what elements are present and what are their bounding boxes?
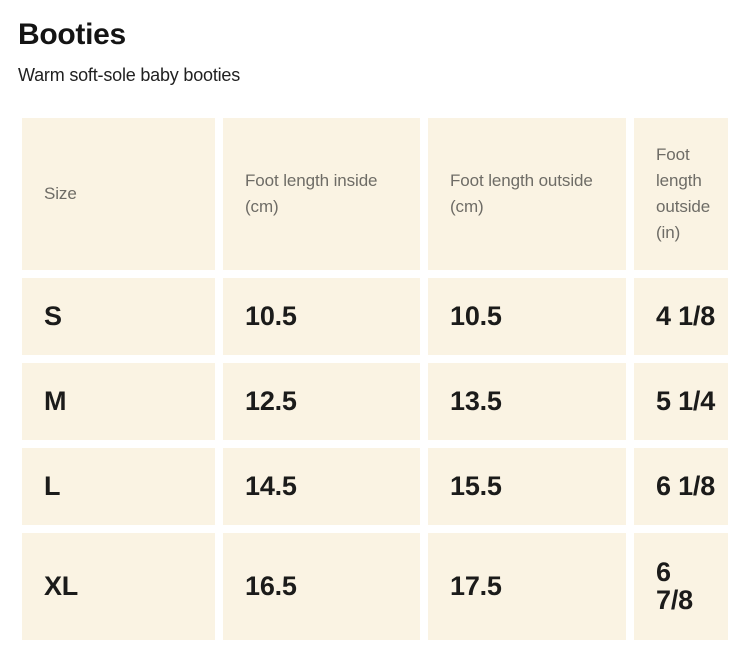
column-header-foot-length-outside-cm: Foot length outside (cm)	[428, 117, 626, 270]
row-m-size-label: M	[22, 362, 215, 440]
page-subtitle: Warm soft-sole baby booties	[18, 65, 241, 85]
row-xl-outside-cm: 17.5	[428, 532, 626, 640]
row-l-outside-in: 6 1/8	[634, 447, 728, 525]
column-header-foot-length-inside-cm: Foot length inside (cm)	[223, 117, 420, 270]
row-l-size-label: L	[22, 447, 215, 525]
column-header-size: Size	[22, 117, 215, 270]
row-s-outside-in: 4 1/8	[634, 277, 728, 355]
size-chart-table: Size Foot length inside (cm) Foot length…	[22, 117, 728, 640]
row-xl-size-label: XL	[22, 532, 215, 640]
row-xl-outside-in: 6 7/8	[634, 532, 728, 640]
row-l-inside-cm: 14.5	[223, 447, 420, 525]
row-s-size-label: S	[22, 277, 215, 355]
row-l-outside-cm: 15.5	[428, 447, 626, 525]
column-header-foot-length-outside-in: Foot length outside (in)	[634, 117, 728, 270]
row-s-outside-cm: 10.5	[428, 277, 626, 355]
row-m-inside-cm: 12.5	[223, 362, 420, 440]
page-title: Booties	[18, 18, 126, 51]
row-s-inside-cm: 10.5	[223, 277, 420, 355]
row-m-outside-in: 5 1/4	[634, 362, 728, 440]
row-xl-inside-cm: 16.5	[223, 532, 420, 640]
row-m-outside-cm: 13.5	[428, 362, 626, 440]
